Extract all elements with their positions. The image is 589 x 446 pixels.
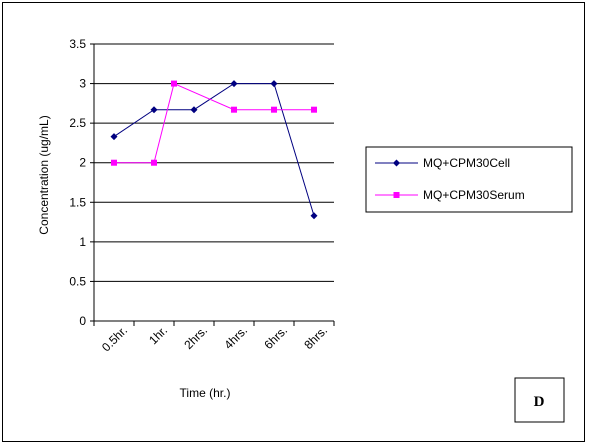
legend-marker-1 <box>393 192 400 198</box>
series-line-1 <box>114 82 314 164</box>
y-tick-label-4: 2 <box>79 156 86 170</box>
data-point-0-2 <box>190 106 198 114</box>
data-point-0-0 <box>110 133 118 141</box>
series <box>110 80 318 220</box>
legend-label-0: MQ+CPM30Cell <box>423 156 510 170</box>
x-tick-label-5: 8hrs. <box>301 323 330 352</box>
panel-label: D <box>534 394 545 410</box>
data-point-1-5 <box>311 106 317 113</box>
data-point-1-1 <box>151 159 157 166</box>
series-line-0 <box>113 83 315 216</box>
chart-frame <box>2 2 585 442</box>
axes: 0 0.5 1 1.5 2 2.5 3 3.5 0.5hr. 1hr. 2hrs. 4hrs. 6hrs… <box>69 37 335 354</box>
panel-label-frame <box>514 377 565 423</box>
x-tick-label-2: 2hrs. <box>181 323 210 352</box>
legend: MQ+CPM30Cell MQ+CPM30Serum <box>365 146 573 213</box>
y-tick-label-5: 2.5 <box>69 116 86 130</box>
data-point-0-1 <box>150 106 158 114</box>
x-tick-label-1: 1hr. <box>146 323 170 347</box>
data-point-0-3 <box>230 80 238 88</box>
data-point-1-3 <box>231 106 237 113</box>
legend-marker-0 <box>393 159 400 167</box>
y-tick-label-2: 1 <box>79 235 86 249</box>
legend-label-1: MQ+CPM30Serum <box>423 188 525 202</box>
y-tick-label-1: 0.5 <box>69 274 86 288</box>
y-axis-title: Concentration (ug/mL) <box>37 115 51 234</box>
x-tick-label-0: 0.5hr. <box>99 323 130 354</box>
x-tick-label-4: 6hrs. <box>261 323 290 352</box>
x-tick-label-3: 4hrs. <box>221 323 250 352</box>
x-axis-title: Time (hr.) <box>180 386 231 400</box>
panel-label-box: D <box>514 377 565 423</box>
y-tick-label-0: 0 <box>79 314 86 328</box>
data-point-0-5 <box>310 212 318 220</box>
legend-box <box>365 146 573 213</box>
y-tick-label-3: 1.5 <box>69 195 86 209</box>
y-tick-label-6: 3 <box>79 77 86 91</box>
data-point-1-4 <box>271 106 277 113</box>
series-1 <box>111 80 317 166</box>
data-point-1-2 <box>171 80 177 87</box>
series-0 <box>110 80 318 220</box>
y-tick-label-7: 3.5 <box>69 37 86 51</box>
data-point-0-4 <box>270 80 278 88</box>
data-point-1-0 <box>111 159 117 166</box>
